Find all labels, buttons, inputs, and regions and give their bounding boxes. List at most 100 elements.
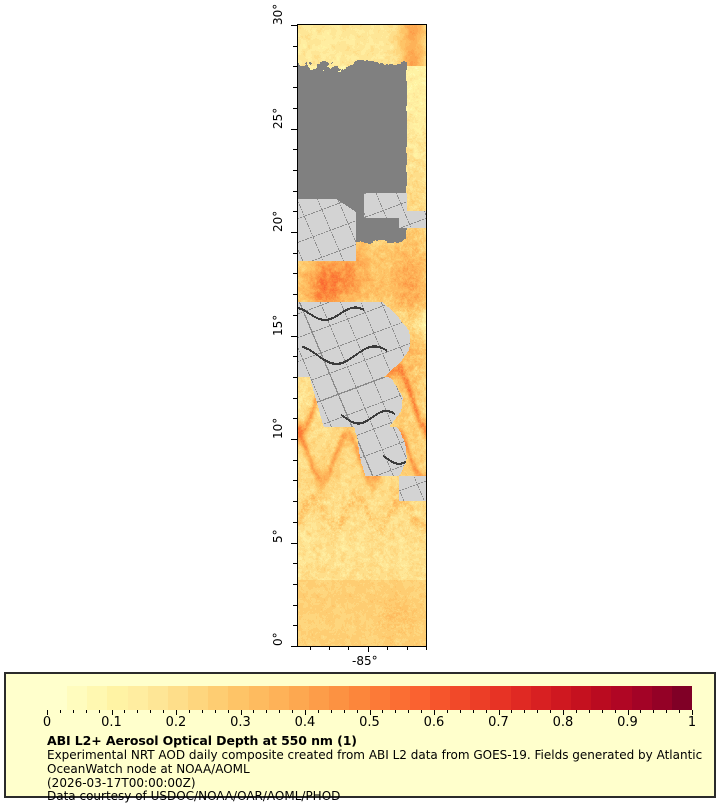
latitude-minor-tick xyxy=(293,460,297,461)
colorbar-minor-tick xyxy=(537,710,539,713)
colorbar-minor-tick xyxy=(666,710,668,713)
latitude-tick-label: 0° xyxy=(271,632,285,646)
colorbar-minor-tick xyxy=(330,710,332,713)
colorbar-major-tick xyxy=(240,710,242,715)
colorbar-minor-tick xyxy=(124,710,126,713)
colorbar-minor-tick xyxy=(98,710,100,713)
latitude-tick-label: 15° xyxy=(271,314,285,336)
colorbar-minor-tick xyxy=(382,710,384,713)
colorbar-major-tick xyxy=(111,710,113,715)
latitude-tick-label: 25° xyxy=(271,107,285,129)
colorbar-minor-tick xyxy=(356,710,358,713)
colorbar-major-tick xyxy=(369,710,371,715)
colorbar-tick-label: 0 xyxy=(42,715,52,730)
latitude-minor-tick xyxy=(293,398,297,399)
colorbar-tick-label: 0.6 xyxy=(423,715,445,730)
colorbar-major-tick xyxy=(498,710,500,715)
colorbar-major-tick xyxy=(176,710,177,715)
colorbar-minor-tick xyxy=(201,710,203,713)
latitude-minor-tick xyxy=(293,563,297,564)
latitude-minor-tick xyxy=(293,211,297,212)
colorbar-tick-label: 0.5 xyxy=(359,715,380,730)
longitude-minor-tick xyxy=(310,646,311,650)
latitude-minor-tick xyxy=(293,253,297,254)
latitude-minor-tick xyxy=(293,377,297,378)
colorbar-tick-label: 0.3 xyxy=(230,715,251,730)
latitude-minor-tick xyxy=(293,522,297,523)
latitude-minor-tick xyxy=(293,273,297,274)
colorbar[interactable] xyxy=(47,686,692,710)
colorbar-gradient xyxy=(47,686,692,710)
latitude-minor-tick xyxy=(293,605,297,606)
latitude-minor-tick xyxy=(293,418,297,419)
latitude-tick-label: 20° xyxy=(271,210,285,232)
legend-courtesy: Data courtesy of USDOC/NOAA/OAR/AOML/PHO… xyxy=(47,789,341,804)
colorbar-major-tick xyxy=(47,710,48,715)
longitude-minor-tick xyxy=(387,646,388,650)
colorbar-minor-tick xyxy=(472,710,474,713)
latitude-minor-tick xyxy=(293,108,297,109)
latitude-minor-tick xyxy=(293,625,297,626)
latitude-minor-tick xyxy=(293,356,297,357)
colorbar-minor-tick xyxy=(188,710,190,713)
latitude-minor-tick xyxy=(293,501,297,502)
colorbar-minor-tick xyxy=(395,710,397,713)
colorbar-minor-tick xyxy=(317,710,319,713)
colorbar-minor-tick xyxy=(575,710,577,713)
colorbar-major-tick xyxy=(434,710,435,715)
colorbar-minor-tick xyxy=(640,710,642,713)
colorbar-minor-tick xyxy=(214,710,216,713)
colorbar-minor-tick xyxy=(343,710,345,713)
colorbar-minor-tick xyxy=(72,710,74,713)
legend-timestamp: (2026-03-17T00:00:00Z) xyxy=(47,775,196,790)
colorbar-minor-tick xyxy=(137,710,139,713)
latitude-minor-tick xyxy=(293,480,297,481)
latitude-major-tick xyxy=(291,336,297,337)
colorbar-tick-label: 0.8 xyxy=(552,715,574,730)
colorbar-minor-tick xyxy=(614,710,616,713)
colorbar-minor-tick xyxy=(601,710,603,713)
latitude-major-tick xyxy=(291,129,297,130)
legend-caption: ABI L2+ Aerosol Optical Depth at 550 nm … xyxy=(47,733,707,804)
longitude-major-tick xyxy=(368,646,369,652)
latitude-minor-tick xyxy=(293,170,297,171)
map-plot-area[interactable] xyxy=(297,24,427,647)
colorbar-minor-tick xyxy=(653,710,655,713)
colorbar-tick-label: 0.4 xyxy=(294,715,316,730)
longitude-minor-tick xyxy=(407,646,408,650)
colorbar-minor-tick xyxy=(524,710,526,713)
longitude-minor-tick xyxy=(426,646,427,650)
longitude-minor-tick xyxy=(329,646,330,650)
colorbar-minor-tick xyxy=(408,710,410,713)
colorbar-minor-tick xyxy=(588,710,590,713)
colorbar-tick-label: 0.2 xyxy=(165,715,187,730)
latitude-minor-tick xyxy=(293,66,297,67)
latitude-tick-label: 10° xyxy=(271,417,285,439)
colorbar-minor-tick xyxy=(150,710,152,713)
colorbar-minor-tick xyxy=(485,710,487,713)
colorbar-minor-tick xyxy=(253,710,255,713)
colorbar-tick-label: 0.7 xyxy=(488,715,509,730)
longitude-tick-label: -85° xyxy=(352,654,378,668)
colorbar-minor-tick xyxy=(59,710,61,713)
legend-description-line-2: OceanWatch node at NOAA/AOML xyxy=(47,761,250,776)
colorbar-minor-tick xyxy=(85,710,87,713)
legend-title: ABI L2+ Aerosol Optical Depth at 550 nm … xyxy=(47,733,357,748)
longitude-minor-tick xyxy=(348,646,349,650)
latitude-major-tick xyxy=(291,25,297,26)
latitude-minor-tick xyxy=(293,584,297,585)
colorbar-minor-tick xyxy=(163,710,165,713)
colorbar-minor-tick xyxy=(227,710,229,713)
aod-raster-layer xyxy=(298,25,426,646)
latitude-tick-label: 5° xyxy=(271,529,285,543)
legend-panel: 0 0.1 0.2 0.3 0.4 0.5 0.6 0.7 0.8 0.9 1 ABI L2+ Ae… xyxy=(4,672,716,803)
colorbar-major-tick xyxy=(305,710,306,715)
latitude-major-tick xyxy=(291,232,297,233)
colorbar-minor-tick xyxy=(421,710,423,713)
colorbar-minor-tick xyxy=(266,710,268,713)
colorbar-minor-tick xyxy=(292,710,294,713)
colorbar-minor-tick xyxy=(511,710,513,713)
latitude-minor-tick xyxy=(293,87,297,88)
colorbar-minor-tick xyxy=(459,710,461,713)
latitude-major-tick xyxy=(291,646,297,647)
